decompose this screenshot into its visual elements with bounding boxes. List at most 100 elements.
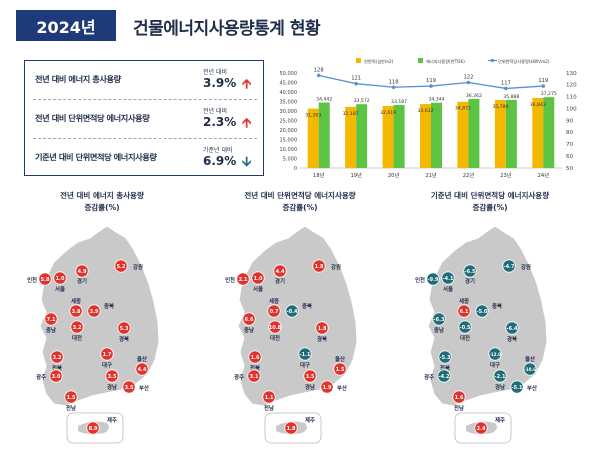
summary-sublabel: 전년 대비 [203,69,227,76]
region-marker: 10.8 대전 [268,320,282,342]
marker-value: 5.8 [41,277,50,283]
region-label: 전남 [454,404,464,412]
line-value-label: 119 [538,78,548,84]
region-marker: 1.0 서울 [251,271,265,293]
region-label: 충북 [104,302,114,310]
marker-value: 1.0 [56,276,65,282]
marker-circle [50,350,64,364]
map-title-line1: 전년 대비 단위면적당 에너지사용량 [244,191,356,200]
region-marker: 6.6 충남 [242,312,256,334]
line-value-label: 128 [314,67,324,73]
region-label: 울산 [137,355,147,363]
region-label: 경남 [305,383,315,391]
marker-circle [117,321,131,335]
marker-value: 1.8 [318,326,327,332]
region-marker: -12.0 대구 [488,347,502,369]
region-marker: -4.7 강원 [502,259,531,273]
region-label: 경북 [119,335,129,343]
region-label: 충남 [434,326,444,334]
bar-energy-use [543,97,555,168]
line-point [391,85,396,90]
marker-value: 7.1 [47,317,56,323]
map-title-line2: 증감률(%) [282,203,318,212]
bar-floor-area [345,106,357,168]
summary-value: 3.9% [203,76,237,90]
marker-value: 2.1 [239,277,248,283]
bar-floor-area [420,104,431,168]
region-label: 울산 [335,355,345,363]
bar-floor-area [307,108,319,168]
region-label: 인천 [225,276,235,284]
marker-circle [510,380,524,394]
bar-value-label: 34,344 [428,97,444,103]
bar-value-label: 33,572 [354,98,370,104]
line-point [541,84,546,88]
region-label: 대구 [490,361,500,369]
marker-value: -5.3 [440,355,451,361]
marker-value: 3.0 [52,374,61,380]
bar-value-label: 37,275 [541,91,557,97]
region-marker: 1.1 전남 [262,390,276,412]
marker-value: -6.3 [434,317,445,323]
y-left-tick-label: 25,000 [280,118,298,124]
region-label: 경북 [507,335,517,343]
region-marker: -0.4 충북 [285,302,312,318]
marker-circle [285,304,299,318]
region-label: 경남 [495,383,505,391]
region-marker: 2.1 인천 [225,272,250,286]
marker-circle [463,264,477,278]
region-marker: 7.1 충남 [44,312,58,334]
region-marker: 4.9 경기 [75,264,89,285]
marker-circle [320,380,334,394]
region-marker: 3.5 부산 [122,380,149,394]
region-marker: -1.1 대구 [298,347,312,369]
marker-value: -2.1 [495,374,506,380]
x-tick-label: 18년 [313,171,325,179]
korea-map: 2.1 인천 1.0 서울 4.4 경기 1.8 강원 0.7 세종 -0.4 충북 6.6 충남 10.8… [225,225,358,444]
marker-value: -9.9 [428,277,439,283]
x-tick-label: 21년 [425,171,437,179]
region-label: 대전 [460,334,470,342]
marker-circle [502,259,516,273]
marker-circle [251,271,265,285]
marker-value: 1.1 [265,395,274,401]
mainland-shape [237,225,358,407]
region-marker: 1.8 경북 [315,321,329,343]
bar-energy-use [393,104,405,168]
marker-circle [312,259,326,273]
region-marker: -2.1 경남 [493,369,507,391]
korea-map: 5.8 인천 1.0 서울 4.9 경기 5.2 강원 3.8 세종 3.9 충북 7.1 충남 3.2 대전… [27,225,160,444]
region-label: 전남 [264,404,274,412]
mainland-shape [39,225,160,407]
region-label: 제주 [305,416,315,424]
region-label: 전북 [52,364,62,372]
marker-circle [64,390,78,404]
marker-circle [100,347,114,361]
region-label: 세종 [269,297,279,305]
marker-value: 4.4 [138,367,147,373]
arrow-up-icon: 🡩 [242,116,252,131]
marker-value: -12.0 [489,352,501,357]
region-marker: -0.5 대전 [458,320,472,342]
region-label: 서울 [55,285,65,293]
marker-value: -0.5 [460,325,471,331]
summary-value: 2.3% [203,115,237,129]
marker-circle [493,369,507,383]
region-marker: 1.8 제주 [284,416,315,435]
region-label: 서울 [253,285,263,293]
marker-value: 1.6 [251,355,260,361]
marker-value: 5.3 [120,326,129,332]
bar-value-label: 35,888 [503,94,519,100]
summary-label: 기준년 대비 단위면적당 에너지사용량 [35,152,157,162]
marker-value: 1.5 [67,395,76,401]
region-marker: 3.5 경남 [105,369,119,391]
region-marker: 3.5 경남 [303,369,317,391]
x-tick-label: 19년 [350,171,362,179]
marker-circle [457,304,471,318]
region-label: 광주 [36,373,46,381]
marker-value: 3.2 [73,325,82,331]
marker-value: -6.4 [507,326,518,332]
marker-value: 6.1 [460,309,469,315]
marker-circle [458,320,472,334]
line-value-label: 118 [389,79,399,85]
